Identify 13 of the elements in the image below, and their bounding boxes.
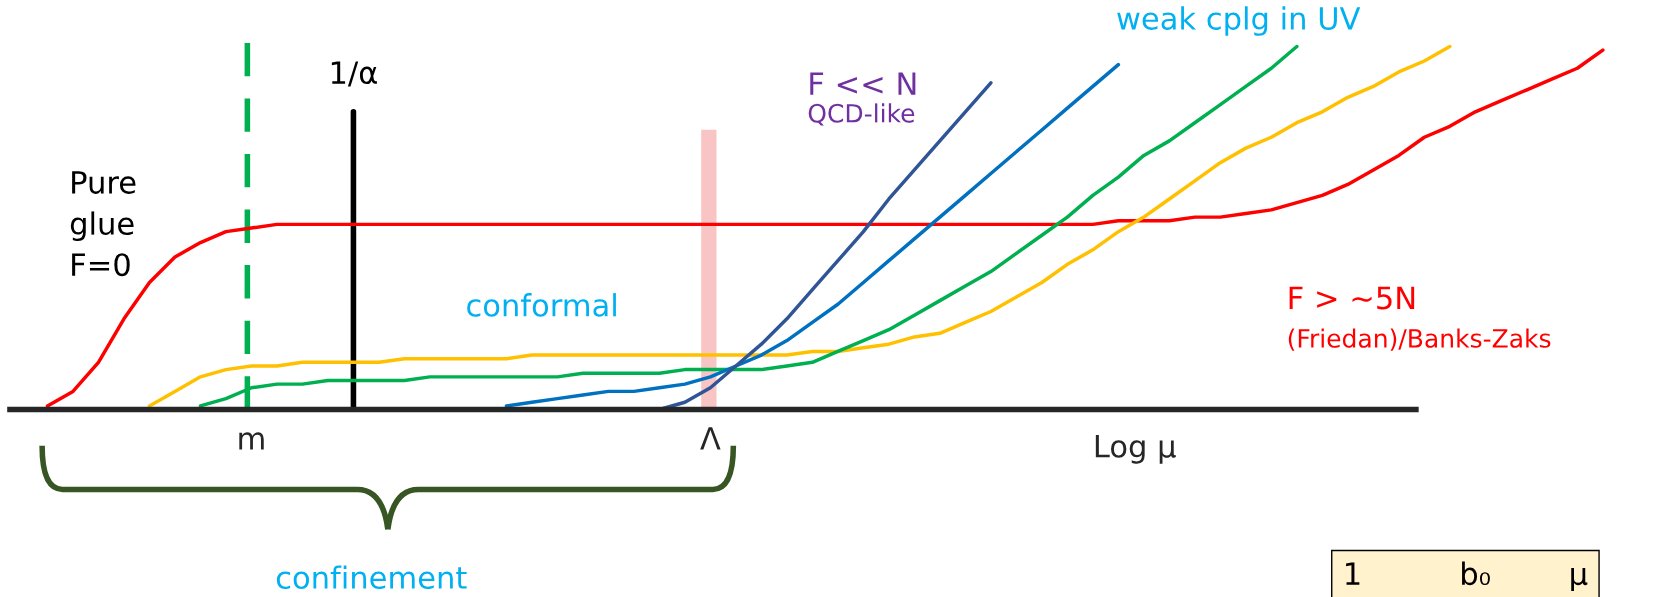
x-tick-label: Λ [700, 427, 721, 450]
annotation: conformal [467, 293, 616, 317]
x-tick-label: m [239, 432, 264, 450]
text: weak cplg in UV [1117, 6, 1361, 36]
annotation: Pure glue F=0 [70, 171, 136, 277]
annotation: QCD-like [808, 103, 915, 126]
text: 1 b₀ μ [1346, 561, 1588, 592]
x-axis-title: Log μ [1095, 435, 1176, 464]
text: confinement [276, 565, 467, 590]
annotation: (Friedan)/Banks-Zaks [1288, 328, 1551, 351]
text: 1/α [331, 61, 377, 87]
annotation: F << N [810, 72, 916, 95]
annotation: F > ~5N [1289, 286, 1415, 310]
